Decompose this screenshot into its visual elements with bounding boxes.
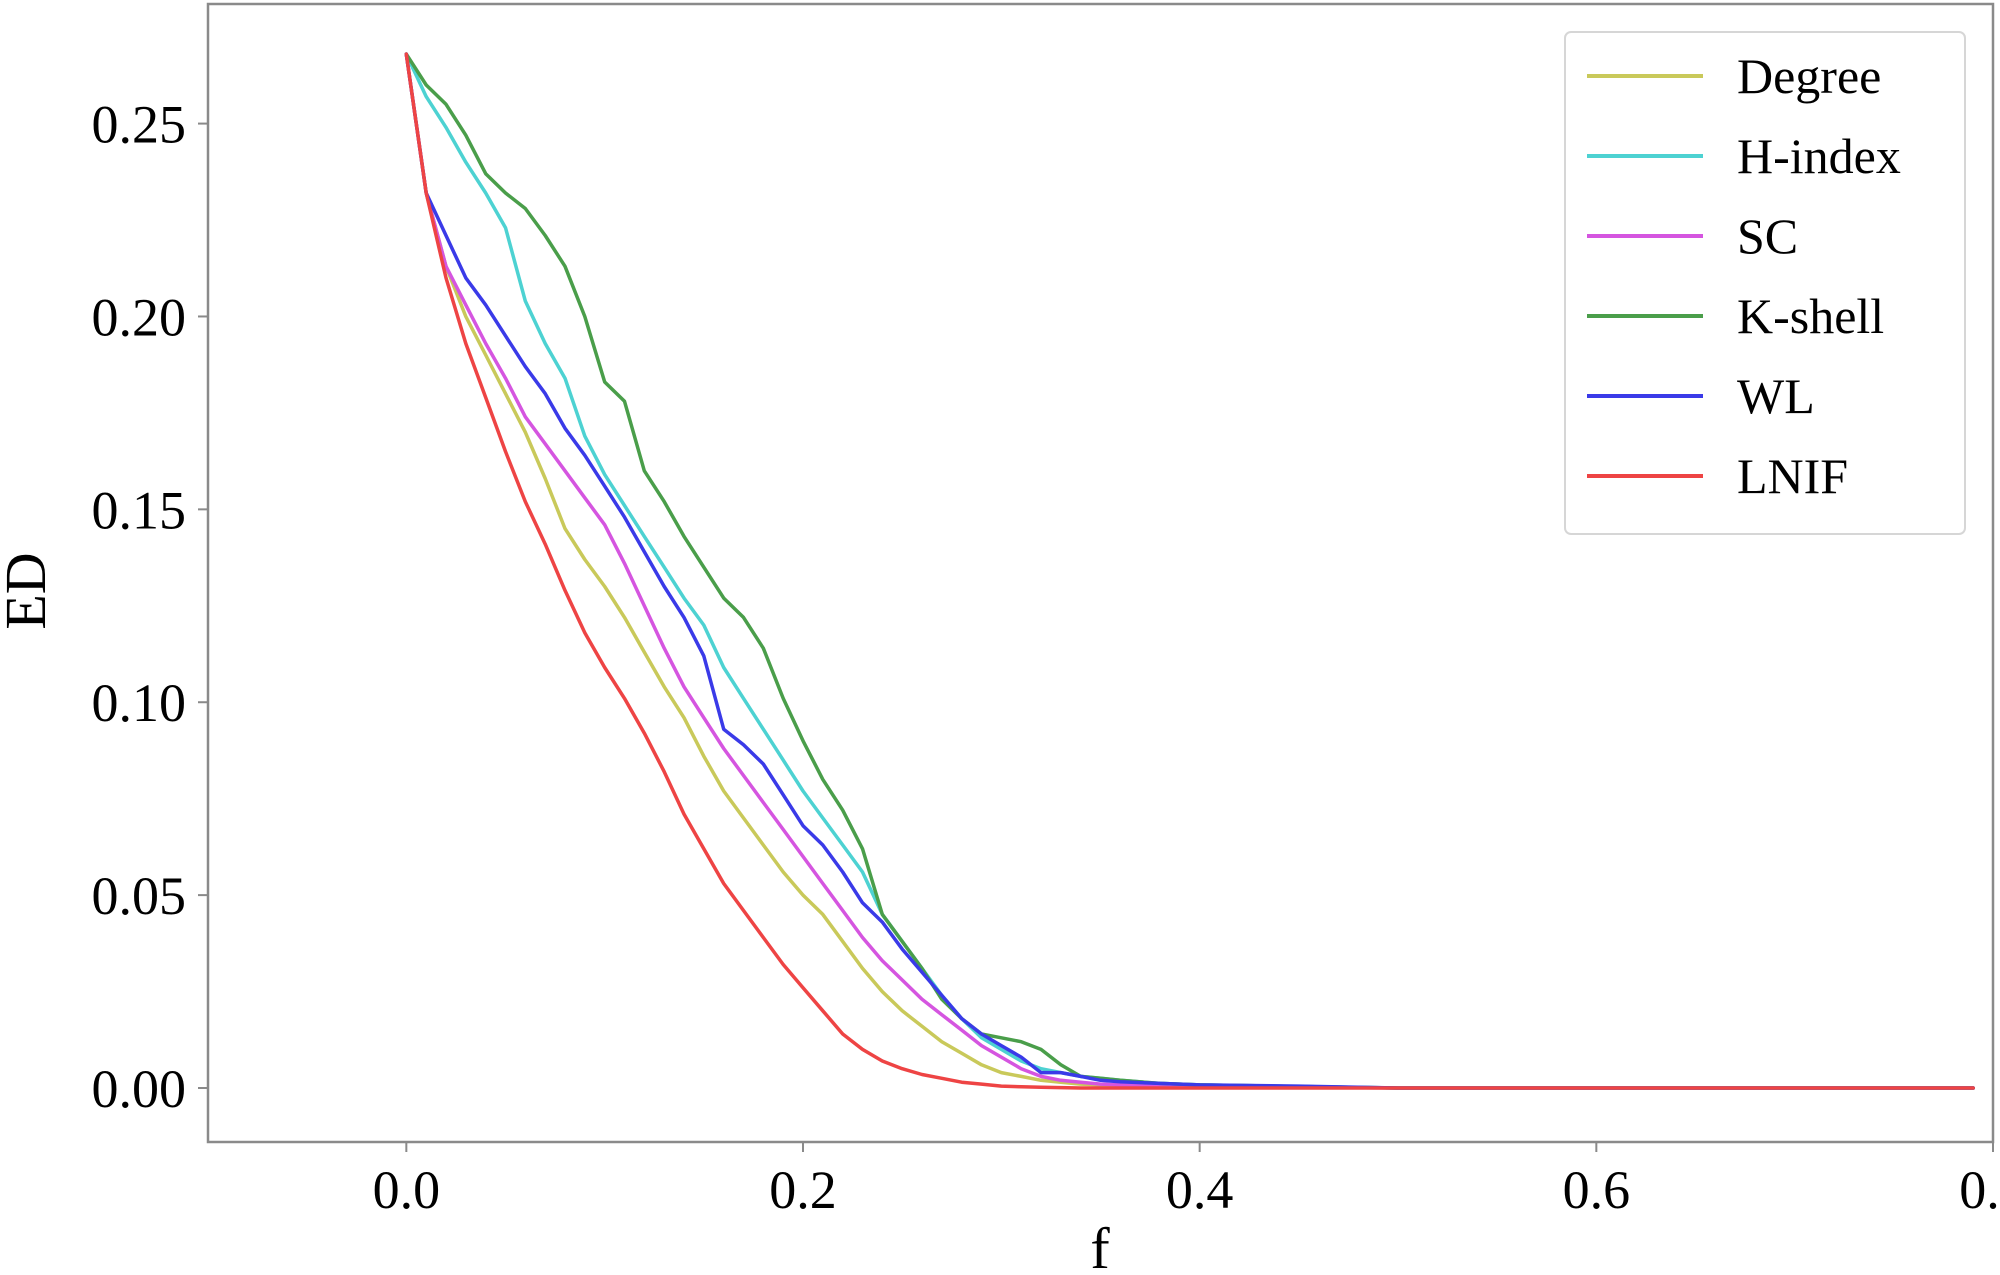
y-tick-label: 0.00: [92, 1059, 187, 1119]
legend-label-h-index: H-index: [1737, 128, 1901, 184]
x-tick-label: 0.0: [373, 1160, 441, 1220]
x-tick-label: 0.6: [1563, 1160, 1631, 1220]
y-tick-label: 0.25: [92, 95, 187, 155]
y-axis: 0.00 0.05 0.10 0.15 0.20 0.25: [92, 95, 208, 1119]
x-tick-label: 0.8: [1959, 1160, 2000, 1220]
legend-label-sc: SC: [1737, 208, 1798, 264]
series-line-lnif: [404, 52, 1975, 1090]
y-tick-label: 0.20: [92, 287, 187, 347]
x-axis: 0.0 0.2 0.4 0.6 0.8: [373, 1142, 2000, 1220]
plot-border: [206, 2, 1995, 1144]
y-tick-label: 0.10: [92, 673, 187, 733]
y-tick-label: 0.05: [92, 866, 187, 926]
series-lines: [404, 52, 1975, 1090]
series-line-wl: [404, 52, 1975, 1090]
series-line-sc: [404, 52, 1975, 1090]
legend: Degree H-index SC K-shell WL LNIF: [1564, 31, 1966, 535]
y-axis-label: ED: [0, 552, 58, 629]
plot-area: [206, 2, 1995, 1144]
x-tick-label: 0.2: [769, 1160, 837, 1220]
legend-label-k-shell: K-shell: [1737, 288, 1884, 344]
x-tick-label: 0.4: [1166, 1160, 1234, 1220]
legend-label-lnif: LNIF: [1737, 448, 1848, 504]
x-axis-label: f: [1090, 1216, 1110, 1275]
legend-label-degree: Degree: [1737, 48, 1881, 104]
y-tick-label: 0.15: [92, 480, 187, 540]
legend-label-wl: WL: [1737, 368, 1815, 424]
